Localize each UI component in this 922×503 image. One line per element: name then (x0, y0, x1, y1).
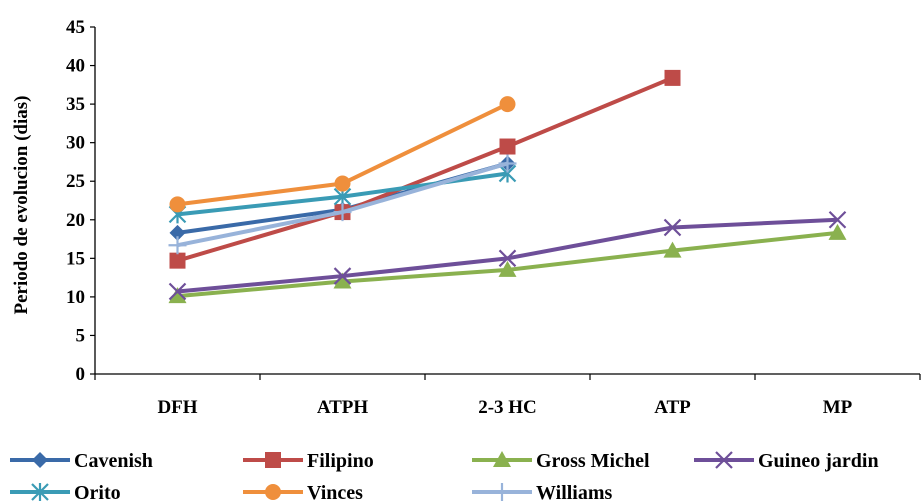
legend-label: Orito (74, 482, 121, 503)
data-point-marker (498, 249, 517, 268)
y-tick-label: 30 (66, 133, 85, 154)
legend-item-williams: Williams (472, 482, 613, 503)
data-point-marker (169, 196, 186, 213)
y-tick-label: 10 (66, 287, 85, 308)
y-axis-title-group: Periodo de evolucion (dias) (11, 95, 32, 314)
data-point-marker (168, 236, 187, 255)
data-point-marker (715, 451, 733, 469)
y-tick-label: 25 (66, 171, 85, 192)
data-point-marker (499, 138, 516, 155)
legend-label: Williams (536, 482, 613, 503)
y-tick-label: 35 (66, 94, 85, 115)
data-point-marker (498, 154, 517, 173)
y-tick-label: 20 (66, 210, 85, 231)
x-tick-label: 2-3 HC (478, 397, 537, 418)
data-point-marker (333, 203, 352, 222)
legend-item-orito: Orito (10, 482, 121, 503)
data-point-marker (168, 287, 187, 304)
data-point-marker (334, 175, 351, 192)
data-point-marker (265, 484, 281, 500)
y-tick-labels: 0 5 10 15 20 25 30 35 40 45 (66, 17, 85, 385)
data-point-marker (828, 223, 847, 240)
legend: Cavenish Filipino Gross Michel Guineo jardi… (10, 450, 879, 503)
data-point-marker (493, 451, 511, 467)
y-tick-label: 45 (66, 17, 85, 38)
x-tick-label: ATP (654, 397, 691, 418)
data-point-marker (168, 282, 187, 301)
data-point-marker (31, 483, 49, 501)
data-point-marker (265, 452, 281, 468)
data-point-marker (333, 267, 352, 285)
data-point-marker (169, 224, 186, 241)
data-point-marker (498, 260, 517, 277)
legend-label: Vinces (307, 482, 363, 503)
legend-item-guineo-jardin: Guineo jardin (694, 450, 879, 472)
series-line (176, 76, 674, 263)
data-point-marker (499, 96, 516, 113)
series-gross-michel (168, 223, 847, 304)
y-tick-label: 15 (66, 248, 85, 269)
series-layer (168, 69, 847, 304)
y-tick-label: 5 (76, 325, 86, 346)
legend-label: Gross Michel (536, 450, 650, 472)
legend-item-cavenish: Cavenish (10, 450, 153, 472)
series-vinces (169, 96, 516, 213)
axes (90, 26, 921, 380)
y-axis-title: Periodo de evolucion (dias) (11, 95, 32, 314)
data-point-marker (828, 211, 847, 229)
legend-label: Guineo jardin (758, 450, 879, 472)
data-point-marker (169, 252, 186, 269)
series-williams (168, 154, 517, 255)
data-point-marker (493, 483, 511, 501)
data-point-marker (32, 452, 48, 468)
legend-item-gross-michel: Gross Michel (472, 450, 650, 472)
x-tick-label: ATPH (317, 397, 369, 418)
data-point-marker (664, 69, 681, 86)
y-tick-label: 40 (66, 56, 85, 77)
series-filipino (169, 69, 681, 269)
data-point-marker (663, 218, 682, 237)
series-guineo-jardin (168, 211, 847, 301)
data-point-marker (663, 241, 682, 258)
legend-item-vinces: Vinces (243, 482, 363, 503)
x-tick-label: MP (823, 397, 853, 418)
y-tick-label: 0 (76, 364, 86, 385)
legend-label: Filipino (307, 450, 374, 472)
data-point-marker (333, 272, 352, 289)
legend-label: Cavenish (74, 450, 153, 472)
x-tick-labels: DFH ATPH 2-3 HC ATP MP (157, 397, 852, 418)
legend-item-filipino: Filipino (243, 450, 374, 472)
x-tick-label: DFH (157, 397, 197, 418)
